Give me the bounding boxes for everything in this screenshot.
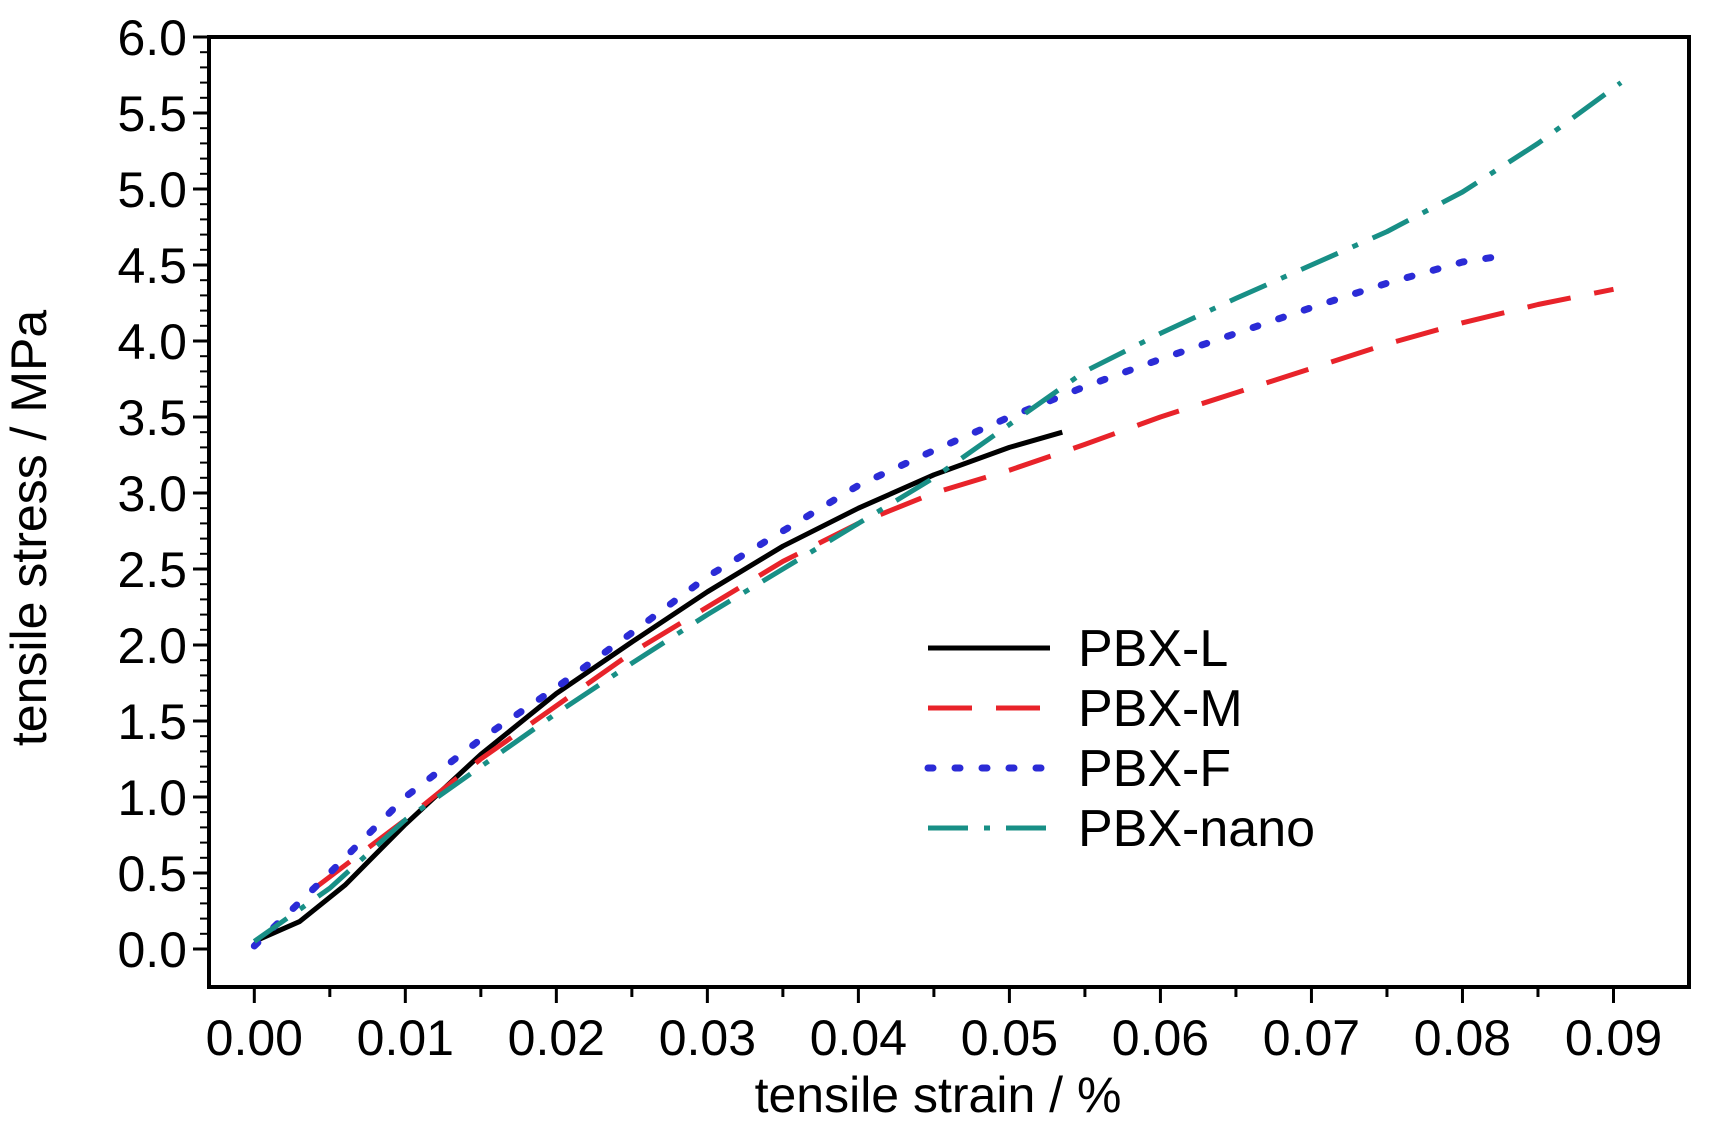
y-tick-label: 4.0 <box>117 314 187 370</box>
x-tick-label: 0.03 <box>659 1010 756 1066</box>
y-tick-label: 5.5 <box>117 86 187 142</box>
x-tick-label: 0.07 <box>1263 1010 1360 1066</box>
x-tick-label: 0.01 <box>357 1010 454 1066</box>
x-tick-label: 0.02 <box>508 1010 605 1066</box>
y-tick-label: 1.0 <box>117 770 187 826</box>
y-tick-label: 0.5 <box>117 846 187 902</box>
series-line-pbx-m <box>313 286 1614 891</box>
y-axis-title: tensile stress / MPa <box>1 310 57 746</box>
legend-label: PBX-nano <box>1078 800 1315 858</box>
y-tick-label: 3.0 <box>117 466 187 522</box>
y-tick-label: 1.5 <box>117 694 187 750</box>
y-tick-label: 6.0 <box>117 10 187 66</box>
y-tick-label: 3.5 <box>117 390 187 446</box>
y-tick-label: 2.0 <box>117 618 187 674</box>
plot-frame <box>207 35 1691 989</box>
x-tick-label: 0.00 <box>206 1010 303 1066</box>
y-tick-label: 4.5 <box>117 238 187 294</box>
x-tick-label: 0.04 <box>810 1010 907 1066</box>
axis-ticks: 0.00 0.01 0.02 0.03 0.04 0.05 0.06 0.07 0.08 0.09… <box>117 10 1662 1066</box>
y-tick-label: 2.5 <box>117 542 187 598</box>
y-tick-label: 0.0 <box>117 922 187 978</box>
legend-label: PBX-F <box>1078 740 1231 798</box>
series-line-pbx-nano <box>252 80 1623 944</box>
x-tick-label: 0.09 <box>1565 1010 1662 1066</box>
series-line-pbx-l <box>253 429 1063 944</box>
x-tick-label: 0.05 <box>961 1010 1058 1066</box>
legend-label: PBX-L <box>1078 620 1228 678</box>
x-tick-label: 0.08 <box>1414 1010 1511 1066</box>
series-lines <box>250 80 1623 950</box>
x-axis-title: tensile strain / % <box>755 1067 1122 1122</box>
y-tick-label: 5.0 <box>117 162 187 218</box>
x-tick-label: 0.06 <box>1112 1010 1209 1066</box>
legend-label: PBX-M <box>1078 680 1243 738</box>
